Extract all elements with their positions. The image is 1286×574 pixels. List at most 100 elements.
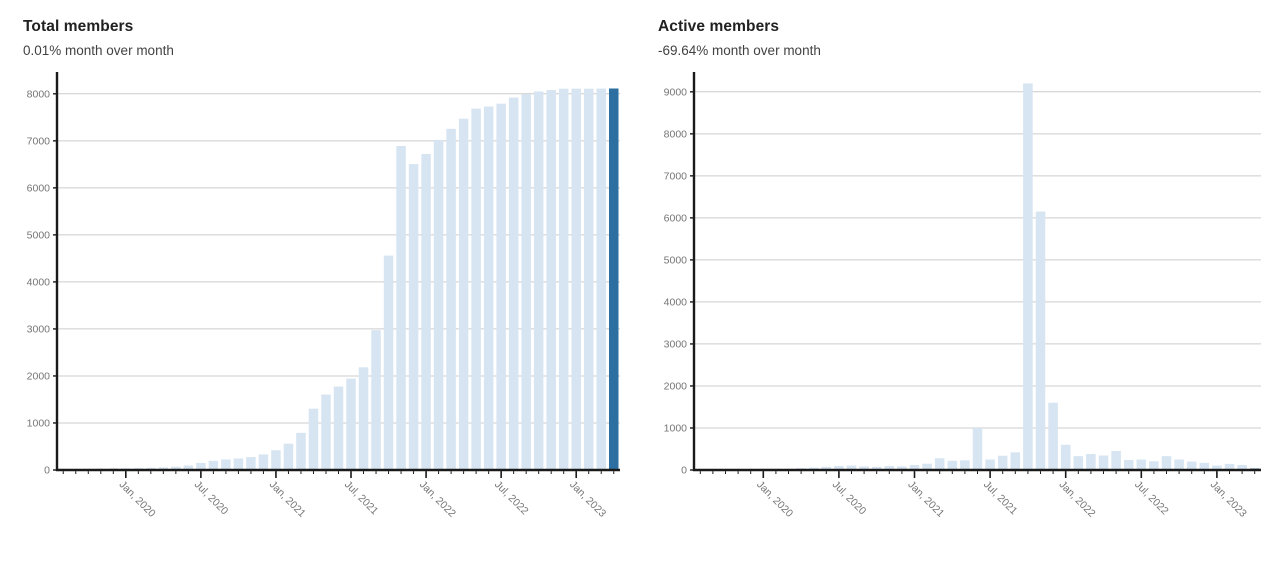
x-tick-label: Jan, 2022 bbox=[417, 479, 458, 520]
bar[interactable] bbox=[985, 459, 995, 470]
x-tick-label: Jan, 2020 bbox=[754, 479, 795, 520]
bar[interactable] bbox=[546, 90, 556, 471]
bar[interactable] bbox=[496, 103, 506, 471]
bar[interactable] bbox=[960, 460, 970, 470]
bar[interactable] bbox=[1199, 462, 1210, 470]
bar[interactable] bbox=[508, 97, 519, 471]
y-tick-label: 5000 bbox=[27, 229, 51, 241]
y-tick-label: 2000 bbox=[664, 380, 688, 392]
bar[interactable] bbox=[1073, 456, 1084, 470]
bar[interactable] bbox=[884, 466, 895, 470]
bar[interactable] bbox=[1136, 459, 1147, 470]
bar[interactable] bbox=[158, 467, 169, 470]
bar[interactable] bbox=[171, 466, 181, 470]
y-tick-label: 0 bbox=[681, 465, 687, 477]
y-tick-label: 3000 bbox=[27, 323, 51, 335]
y-tick-label: 5000 bbox=[664, 254, 688, 266]
active-members-section: Active members -69.64% month over month … bbox=[655, 18, 1277, 550]
x-tick-label: Jul, 2022 bbox=[492, 479, 531, 518]
bar[interactable] bbox=[997, 455, 1008, 470]
y-tick-label: 7000 bbox=[664, 170, 688, 182]
x-tick-label: Jan, 2021 bbox=[267, 479, 308, 520]
bar[interactable] bbox=[558, 88, 569, 470]
bar[interactable] bbox=[208, 460, 219, 470]
bar[interactable] bbox=[947, 460, 958, 470]
x-tick-label: Jan, 2022 bbox=[1057, 479, 1098, 520]
x-tick-label: Jan, 2021 bbox=[905, 479, 946, 520]
bar[interactable] bbox=[396, 146, 406, 470]
bar[interactable] bbox=[371, 330, 381, 470]
x-tick-label: Jul, 2020 bbox=[830, 479, 869, 518]
bar[interactable] bbox=[1048, 402, 1058, 470]
bar[interactable] bbox=[934, 458, 945, 470]
bar[interactable] bbox=[358, 367, 369, 470]
bar[interactable] bbox=[433, 139, 444, 470]
bar[interactable] bbox=[1123, 459, 1134, 470]
bar[interactable] bbox=[1174, 459, 1184, 470]
bar[interactable] bbox=[333, 386, 344, 470]
bar[interactable] bbox=[233, 458, 244, 470]
bar[interactable] bbox=[1212, 465, 1222, 470]
bar[interactable] bbox=[308, 408, 319, 470]
bar[interactable] bbox=[922, 463, 932, 470]
bar[interactable] bbox=[1098, 455, 1109, 470]
bar[interactable] bbox=[483, 106, 494, 470]
bar[interactable] bbox=[533, 91, 544, 470]
bar[interactable] bbox=[1186, 461, 1197, 470]
total-members-section: Total members 0.01% month over month 0 10… bbox=[20, 18, 635, 550]
bar[interactable] bbox=[446, 128, 456, 470]
y-tick-label: 6000 bbox=[27, 182, 51, 194]
y-tick-label: 6000 bbox=[664, 212, 688, 224]
bar[interactable] bbox=[897, 466, 907, 470]
bar[interactable] bbox=[521, 94, 531, 471]
total-members-header: Total members 0.01% month over month bbox=[20, 18, 635, 58]
bar[interactable] bbox=[1237, 464, 1247, 470]
bar[interactable] bbox=[458, 118, 469, 470]
y-tick-label: 9000 bbox=[664, 86, 688, 98]
x-tick-label: Jul, 2021 bbox=[342, 479, 381, 518]
bar[interactable] bbox=[321, 394, 331, 470]
x-tick-label: Jan, 2023 bbox=[567, 479, 608, 520]
bar[interactable] bbox=[258, 454, 269, 470]
bar[interactable] bbox=[246, 457, 256, 470]
bar[interactable] bbox=[834, 466, 844, 470]
bar[interactable] bbox=[408, 164, 419, 471]
bar[interactable] bbox=[1224, 463, 1235, 470]
bar[interactable] bbox=[346, 378, 356, 470]
bar[interactable] bbox=[909, 464, 920, 470]
y-tick-label: 8000 bbox=[27, 88, 51, 100]
y-tick-label: 1000 bbox=[27, 417, 51, 429]
bar[interactable] bbox=[296, 432, 306, 470]
x-tick-label: Jul, 2020 bbox=[192, 479, 231, 518]
bar[interactable] bbox=[421, 154, 431, 470]
bar[interactable] bbox=[1023, 83, 1033, 471]
bar[interactable] bbox=[1086, 454, 1096, 470]
highlighted-bar[interactable] bbox=[608, 88, 619, 470]
total-members-title: Total members bbox=[23, 18, 134, 35]
y-tick-label: 4000 bbox=[27, 276, 51, 288]
bar[interactable] bbox=[183, 465, 194, 470]
active-members-title: Active members bbox=[658, 18, 780, 35]
bar[interactable] bbox=[859, 466, 869, 470]
bar[interactable] bbox=[846, 465, 857, 470]
bar[interactable] bbox=[871, 466, 882, 470]
bar[interactable] bbox=[1161, 456, 1172, 470]
bar[interactable] bbox=[383, 255, 394, 470]
bar[interactable] bbox=[596, 88, 606, 471]
bar[interactable] bbox=[283, 443, 294, 470]
bar[interactable] bbox=[1111, 450, 1121, 470]
bar[interactable] bbox=[471, 108, 481, 471]
bar[interactable] bbox=[583, 88, 594, 470]
bar[interactable] bbox=[1010, 452, 1021, 470]
bar[interactable] bbox=[821, 466, 832, 470]
y-tick-label: 4000 bbox=[664, 296, 688, 308]
bar[interactable] bbox=[972, 427, 983, 470]
y-tick-label: 7000 bbox=[27, 135, 51, 147]
bar[interactable] bbox=[1035, 211, 1046, 470]
bar[interactable] bbox=[196, 462, 206, 470]
bar[interactable] bbox=[1060, 444, 1071, 470]
bar[interactable] bbox=[1149, 461, 1159, 470]
bar[interactable] bbox=[221, 459, 231, 470]
bar[interactable] bbox=[571, 88, 581, 470]
bar[interactable] bbox=[271, 450, 281, 470]
